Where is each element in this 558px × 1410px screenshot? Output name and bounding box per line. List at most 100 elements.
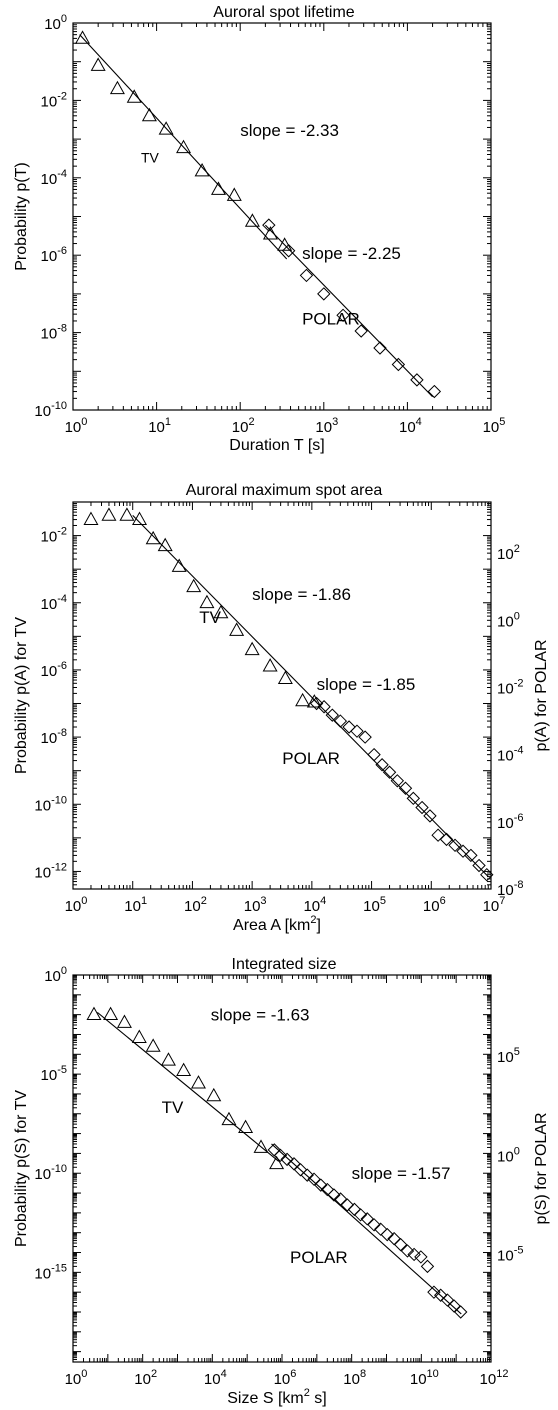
diamond-marker-polar	[360, 1212, 374, 1226]
diamond-marker-polar	[423, 809, 437, 823]
x-tick-label: 103	[315, 416, 338, 436]
y-tick-label: 10-12	[34, 861, 67, 881]
y-axis-label: Probability p(T)	[13, 162, 30, 270]
chart-annotation: TV	[199, 608, 221, 627]
triangle-marker-tv	[116, 1014, 132, 1028]
triangle-marker-tv	[226, 187, 242, 201]
triangle-marker-tv	[176, 139, 192, 154]
y-right-tick-label: 100	[497, 610, 520, 630]
triangle-marker-tv	[171, 558, 187, 572]
triangle-marker-tv	[221, 1111, 237, 1126]
y-tick-label: 10-8	[41, 323, 67, 343]
x-tick-label: 100	[65, 416, 88, 436]
diamond-marker-polar	[373, 1222, 388, 1236]
chart-annotation: slope = -1.63	[211, 1006, 310, 1025]
triangle-marker-tv	[141, 107, 157, 122]
triangle-marker-tv	[109, 80, 125, 95]
x-tick-label: 106	[274, 1368, 297, 1388]
diamond-marker-polar	[267, 1143, 281, 1157]
diamond-marker-polar	[480, 867, 494, 882]
y-right-tick-label: 102	[497, 543, 520, 563]
diamond-marker-polar	[375, 758, 389, 772]
y-tick-label: 100	[44, 13, 67, 33]
y-right-tick-label: 105	[497, 1046, 520, 1066]
triangle-marker-tv	[186, 578, 202, 593]
x-axis-label: Size S [km2 s]	[227, 1387, 326, 1407]
y-tick-label: 10-10	[34, 794, 67, 814]
diamond-marker-polar	[407, 1247, 421, 1262]
y-tick-label: 10-10	[34, 1163, 67, 1183]
diamond-marker-polar	[472, 858, 486, 873]
diamond-marker-polar	[367, 1218, 381, 1232]
triangle-marker-tv	[277, 670, 293, 685]
chart-panel-1: Auroral spot lifetime 100 101 102 103 104 105 1…	[13, 4, 505, 454]
y-right-tick-label: 10-8	[497, 879, 523, 899]
y-right-tick-label: 10-4	[497, 745, 523, 765]
diamond-marker-polar	[400, 1244, 415, 1258]
diamond-marker-polar	[410, 373, 424, 387]
chart-annotation: TV	[141, 149, 160, 165]
diamond-marker-polar	[464, 848, 478, 863]
x-tick-label: 104	[399, 416, 422, 436]
fit-line-2	[264, 224, 433, 398]
chart-panel-3: Integrated size 100 102 104 106 108 1010 1012 10…	[13, 956, 550, 1407]
diamond-marker-polar	[300, 1168, 314, 1182]
triangle-marker-tv	[101, 507, 117, 521]
fit-line-1	[79, 34, 288, 260]
triangle-marker-tv	[75, 30, 91, 44]
triangle-marker-tv	[199, 594, 215, 609]
chart-annotation: POLAR	[290, 1248, 348, 1267]
x-tick-label: 104	[303, 895, 326, 915]
triangle-marker-tv	[244, 213, 260, 227]
y-tick-label: 10-4	[41, 168, 67, 188]
diamond-marker-polar	[333, 1192, 348, 1206]
chart-annotation: POLAR	[282, 749, 340, 768]
diamond-marker-polar	[262, 218, 276, 232]
triangle-marker-tv	[213, 604, 229, 619]
triangle-marker-tv	[132, 511, 148, 525]
triangle-marker-tv	[229, 622, 245, 636]
x-tick-label: 101	[124, 895, 147, 915]
diamond-marker-polar	[347, 1202, 362, 1217]
diamond-marker-polar	[354, 324, 368, 338]
diamond-marker-polar	[414, 1250, 428, 1264]
diamond-marker-polar	[415, 800, 429, 815]
x-tick-label: 107	[483, 895, 506, 915]
triangle-marker-tv	[190, 1075, 206, 1089]
triangle-marker-tv	[103, 1006, 119, 1021]
diamond-marker-polar	[434, 1288, 448, 1302]
diamond-marker-polar	[398, 781, 413, 795]
triangle-marker-tv	[145, 1038, 161, 1052]
diamond-marker-polar	[420, 1259, 435, 1274]
x-tick-label: 102	[184, 895, 207, 915]
y-tick-label: 10-4	[41, 593, 67, 613]
diamond-marker-polar	[327, 1188, 341, 1202]
triangle-marker-tv	[262, 658, 278, 672]
triangle-marker-tv	[176, 1062, 192, 1077]
x-tick-label: 100	[65, 895, 88, 915]
diamond-marker-polar	[393, 1237, 408, 1252]
x-tick-label: 105	[363, 895, 386, 915]
y-tick-label: 10-8	[41, 727, 67, 747]
x-tick-label: 101	[148, 416, 171, 436]
x-tick-label: 1010	[410, 1368, 439, 1388]
x-axis-label: Duration T [s]	[229, 437, 324, 454]
x-tick-label: 103	[244, 895, 267, 915]
diamond-marker-polar	[427, 384, 442, 399]
diamond-marker-polar	[293, 1163, 308, 1177]
fit-line-2	[271, 1143, 462, 1315]
y-right-tick-label: 10-5	[497, 1244, 523, 1264]
y-tick-label: 10-15	[34, 1262, 67, 1282]
y-tick-label: 10-2	[41, 90, 67, 110]
y-tick-label: 10-6	[41, 245, 67, 265]
triangle-marker-tv	[210, 181, 226, 195]
triangle-marker-tv	[158, 121, 174, 135]
triangle-marker-tv	[131, 1029, 147, 1043]
y-axis-label: Probability p(A) for TV	[13, 617, 30, 774]
diamond-marker-polar	[448, 838, 462, 853]
diamond-marker-polar	[309, 696, 324, 711]
chart-annotation: TV	[162, 1098, 184, 1117]
diamond-marker-polar	[373, 341, 387, 355]
fit-line-1	[96, 1011, 279, 1162]
